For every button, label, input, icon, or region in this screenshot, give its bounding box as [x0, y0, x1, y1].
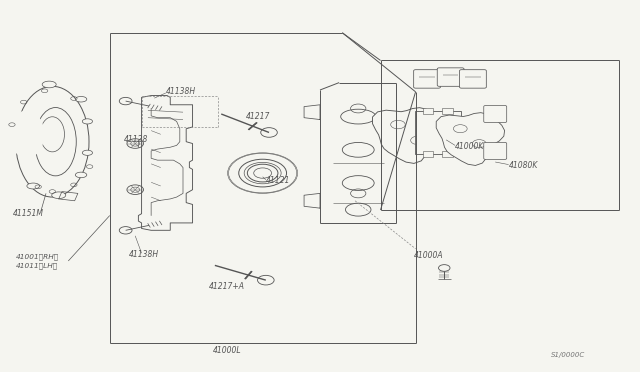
FancyBboxPatch shape — [437, 68, 464, 86]
Ellipse shape — [346, 203, 371, 216]
Text: 41000A: 41000A — [414, 251, 444, 260]
Ellipse shape — [244, 162, 281, 184]
Text: 41217+A: 41217+A — [209, 282, 245, 291]
Text: 41217: 41217 — [246, 112, 271, 121]
FancyBboxPatch shape — [413, 70, 440, 88]
Ellipse shape — [253, 168, 271, 178]
Circle shape — [411, 136, 425, 145]
Ellipse shape — [76, 172, 87, 178]
Ellipse shape — [76, 96, 87, 102]
Ellipse shape — [342, 142, 374, 157]
Bar — [423, 151, 433, 157]
Text: 41151M: 41151M — [13, 209, 44, 218]
Ellipse shape — [42, 81, 56, 88]
Circle shape — [390, 121, 405, 129]
Text: 41138H: 41138H — [129, 250, 159, 259]
Circle shape — [257, 275, 274, 285]
Circle shape — [453, 125, 467, 133]
Bar — [423, 108, 433, 114]
Ellipse shape — [239, 159, 287, 187]
Ellipse shape — [83, 150, 93, 155]
Text: S1/0000C: S1/0000C — [550, 352, 585, 358]
Text: 41138H: 41138H — [166, 87, 196, 96]
FancyBboxPatch shape — [460, 70, 486, 88]
Ellipse shape — [83, 119, 93, 124]
Ellipse shape — [52, 192, 66, 199]
Ellipse shape — [342, 176, 374, 190]
Bar — [442, 108, 452, 114]
Ellipse shape — [247, 164, 278, 182]
Ellipse shape — [40, 117, 65, 152]
Text: 41080K: 41080K — [509, 161, 538, 170]
Polygon shape — [436, 113, 504, 166]
Text: 41000K: 41000K — [455, 142, 484, 151]
Circle shape — [119, 227, 132, 234]
Circle shape — [127, 139, 143, 148]
Bar — [415, 111, 461, 154]
Text: 41000L: 41000L — [213, 346, 242, 355]
Circle shape — [119, 97, 132, 105]
Text: 41121: 41121 — [266, 176, 290, 185]
Ellipse shape — [340, 109, 376, 124]
Circle shape — [127, 185, 143, 195]
Polygon shape — [372, 108, 445, 163]
Circle shape — [438, 264, 450, 271]
Text: 41001〈RH〉: 41001〈RH〉 — [15, 254, 58, 260]
Ellipse shape — [10, 110, 44, 158]
Ellipse shape — [27, 183, 40, 189]
Text: 41011〈LH〉: 41011〈LH〉 — [15, 262, 58, 269]
Text: 41128: 41128 — [124, 135, 148, 144]
FancyBboxPatch shape — [484, 142, 507, 160]
Circle shape — [472, 140, 486, 148]
Circle shape — [260, 128, 277, 137]
Bar — [442, 151, 452, 157]
Ellipse shape — [35, 108, 76, 176]
FancyBboxPatch shape — [484, 106, 507, 122]
